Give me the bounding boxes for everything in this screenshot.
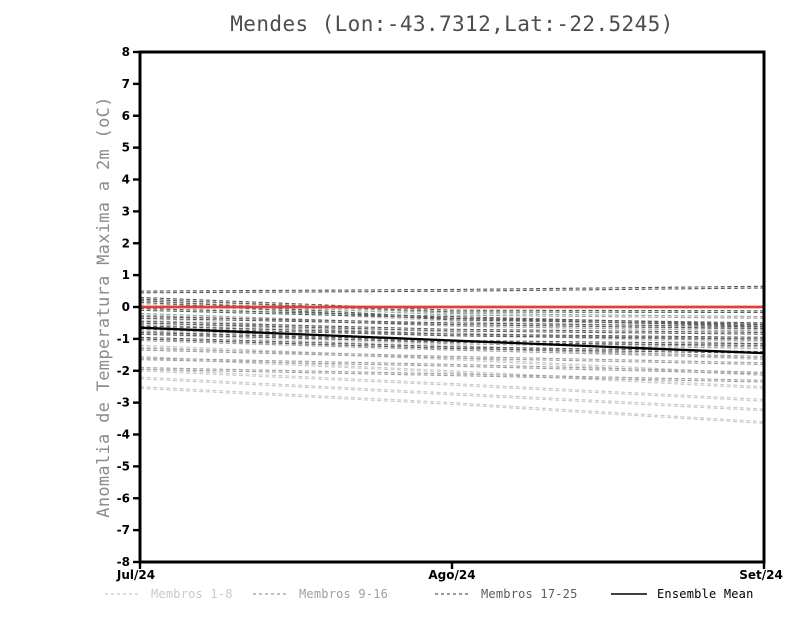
dashed-line-sample-icon xyxy=(435,593,471,595)
y-tick-label: 3 xyxy=(122,204,130,218)
member-line xyxy=(139,378,765,412)
x-tick-label: Set/24 xyxy=(739,568,783,582)
member-line xyxy=(139,314,765,332)
member-line xyxy=(139,325,765,338)
legend: Membros 1-8 Membros 9-16 Membros 17-25 E… xyxy=(0,586,800,606)
member-line xyxy=(139,367,765,381)
member-line xyxy=(139,336,765,353)
legend-label: Ensemble Mean xyxy=(657,587,754,601)
y-tick-label: -3 xyxy=(117,396,130,410)
legend-item-membros-17-25: Membros 17-25 xyxy=(434,586,578,602)
member-line xyxy=(139,338,765,354)
x-tick-label: Jul/24 xyxy=(116,568,155,582)
member-line xyxy=(139,298,765,314)
y-tick-label: -7 xyxy=(117,523,130,537)
legend-label: Membros 17-25 xyxy=(481,587,578,601)
member-line xyxy=(139,301,765,326)
y-tick-label: -5 xyxy=(117,459,130,473)
member-line xyxy=(139,317,765,330)
member-line xyxy=(139,355,765,388)
dashed-line-sample-icon xyxy=(253,593,289,595)
member-line xyxy=(139,346,765,377)
member-line xyxy=(139,359,765,375)
member-line xyxy=(139,347,765,364)
y-tick-label: -2 xyxy=(117,364,130,378)
y-tick-label: 5 xyxy=(122,141,130,155)
member-line xyxy=(139,309,765,327)
member-line xyxy=(139,370,765,402)
member-line xyxy=(139,387,765,424)
member-line xyxy=(139,296,765,312)
y-tick-label: -4 xyxy=(117,428,130,442)
member-line xyxy=(139,322,765,335)
member-line xyxy=(139,331,765,359)
legend-label: Membros 9-16 xyxy=(299,587,389,601)
y-tick-label: 8 xyxy=(122,45,130,59)
ensemble-mean-line xyxy=(139,326,765,355)
member-line xyxy=(139,308,765,326)
y-tick-label: 2 xyxy=(122,236,130,250)
member-line xyxy=(139,327,765,340)
member-line xyxy=(139,333,765,346)
legend-item-ensemble-mean: Ensemble Mean xyxy=(610,586,754,602)
chart-title: Mendes (Lon:-43.7312,Lat:-22.5245) xyxy=(230,12,674,36)
member-line xyxy=(139,368,765,400)
dashed-line-sample-icon xyxy=(105,593,141,595)
member-line xyxy=(139,287,765,294)
member-line xyxy=(139,357,765,373)
x-tick-label: Ago/24 xyxy=(428,568,475,582)
member-line xyxy=(139,298,765,318)
member-line xyxy=(139,304,765,329)
y-tick-label: -1 xyxy=(117,332,130,346)
member-line xyxy=(139,316,765,328)
member-line xyxy=(139,349,765,366)
member-line xyxy=(139,376,765,410)
y-tick-label: 4 xyxy=(122,173,130,187)
member-line xyxy=(139,285,765,292)
member-line xyxy=(139,357,765,389)
member-line xyxy=(139,300,765,319)
legend-item-membros-1-8: Membros 1-8 xyxy=(104,586,233,602)
y-tick-label: 7 xyxy=(122,77,130,91)
y-tick-label: 1 xyxy=(122,268,130,282)
legend-label: Membros 1-8 xyxy=(151,587,233,601)
legend-item-membros-9-16: Membros 9-16 xyxy=(252,586,388,602)
member-line xyxy=(139,340,765,359)
y-tick-label: 6 xyxy=(122,109,130,123)
solid-line-sample-icon xyxy=(611,593,647,595)
y-tick-label: -6 xyxy=(117,491,130,505)
member-line xyxy=(139,386,765,423)
member-line xyxy=(139,368,765,383)
y-tick-label: -8 xyxy=(117,555,130,569)
member-line xyxy=(139,320,765,334)
y-tick-label: 0 xyxy=(122,300,130,314)
member-line xyxy=(139,330,765,350)
member-line xyxy=(139,317,765,343)
